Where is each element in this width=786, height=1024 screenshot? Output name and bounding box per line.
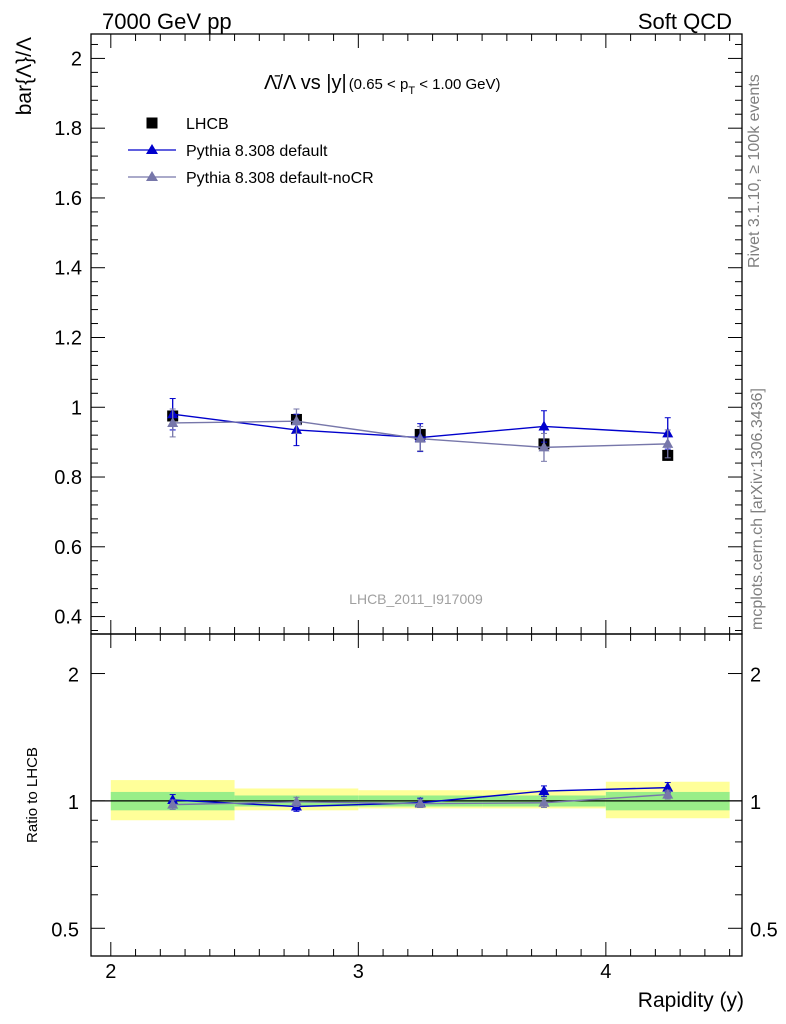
- ratio-frame: [90, 633, 743, 957]
- watermark: LHCB_2011_I917009: [349, 591, 483, 607]
- pythia-nocr-point: [662, 437, 674, 448]
- pythia-nocr-point: [538, 441, 550, 452]
- xtick-label: 2: [105, 961, 116, 983]
- main-ytick-label: 1.6: [54, 188, 82, 210]
- chart-title: Λ̄/Λ vs |y| (0.65 < pT < 1.00 GeV): [264, 72, 501, 97]
- xlabel: Rapidity (y): [638, 989, 744, 1012]
- chart-title-cut-end: < 1.00 GeV): [415, 76, 500, 93]
- ratio-ytick-label-right: 1: [750, 792, 761, 814]
- main-ytick-label: 0.6: [54, 537, 82, 559]
- main-ytick-label: 1.4: [54, 258, 82, 280]
- main-ytick-label: 2: [71, 48, 82, 70]
- pythia-default-point: [538, 420, 550, 431]
- legend-marker-default: [146, 144, 158, 154]
- xtick-label: 3: [353, 961, 364, 983]
- main-ytick-label: 1.8: [54, 118, 82, 140]
- legend-label-lhcb: LHCB: [186, 116, 229, 133]
- ratio-ytick-label-left: 0.5: [51, 919, 79, 941]
- ratio-ytick-label-right: 2: [750, 665, 761, 687]
- ratio-pythia-nocr-point: [414, 797, 426, 808]
- header-left: 7000 GeV pp: [102, 9, 232, 34]
- chart-title-main: Λ̄/Λ vs |y|: [264, 72, 347, 94]
- pythia-nocr-point: [167, 416, 179, 427]
- chart-title-cut: (0.65 < p: [349, 76, 409, 93]
- legend: LHCB Pythia 8.308 default Pythia 8.308 d…: [128, 116, 374, 187]
- main-ytick-label: 0.8: [54, 467, 82, 489]
- ratio-pythia-default-point: [538, 785, 550, 796]
- ratio-pythia-nocr-point: [290, 795, 302, 806]
- pythia-nocr-point: [414, 432, 426, 443]
- header-right: Soft QCD: [637, 9, 732, 34]
- legend-label-default: Pythia 8.308 default: [186, 143, 328, 160]
- ratio-pythia-nocr-point: [662, 788, 674, 799]
- ratio-pythia-nocr-point: [538, 796, 550, 807]
- main-ylabel: bar{Λ}/Λ: [13, 37, 36, 115]
- ratio-pythia-nocr-point: [167, 798, 179, 809]
- main-ytick-label: 1.2: [54, 327, 82, 349]
- legend-label-nocr: Pythia 8.308 default-noCR: [186, 170, 374, 187]
- main-ytick-label: 0.4: [54, 607, 82, 629]
- legend-marker-lhcb: [146, 117, 158, 129]
- xtick-label: 4: [600, 961, 611, 983]
- ratio-ytick-label-right: 0.5: [750, 919, 778, 941]
- legend-marker-nocr: [146, 171, 158, 181]
- main-ytick-label: 1: [71, 397, 82, 419]
- ratio-pythia-default-point: [662, 781, 674, 792]
- ratio-ytick-label-left: 2: [68, 665, 79, 687]
- chart-title-cut-sub: T: [408, 85, 415, 97]
- pythia-nocr-point: [290, 415, 302, 426]
- ratio-ytick-label-left: 1: [68, 792, 79, 814]
- ratio-ylabel: Ratio to LHCB: [24, 747, 41, 843]
